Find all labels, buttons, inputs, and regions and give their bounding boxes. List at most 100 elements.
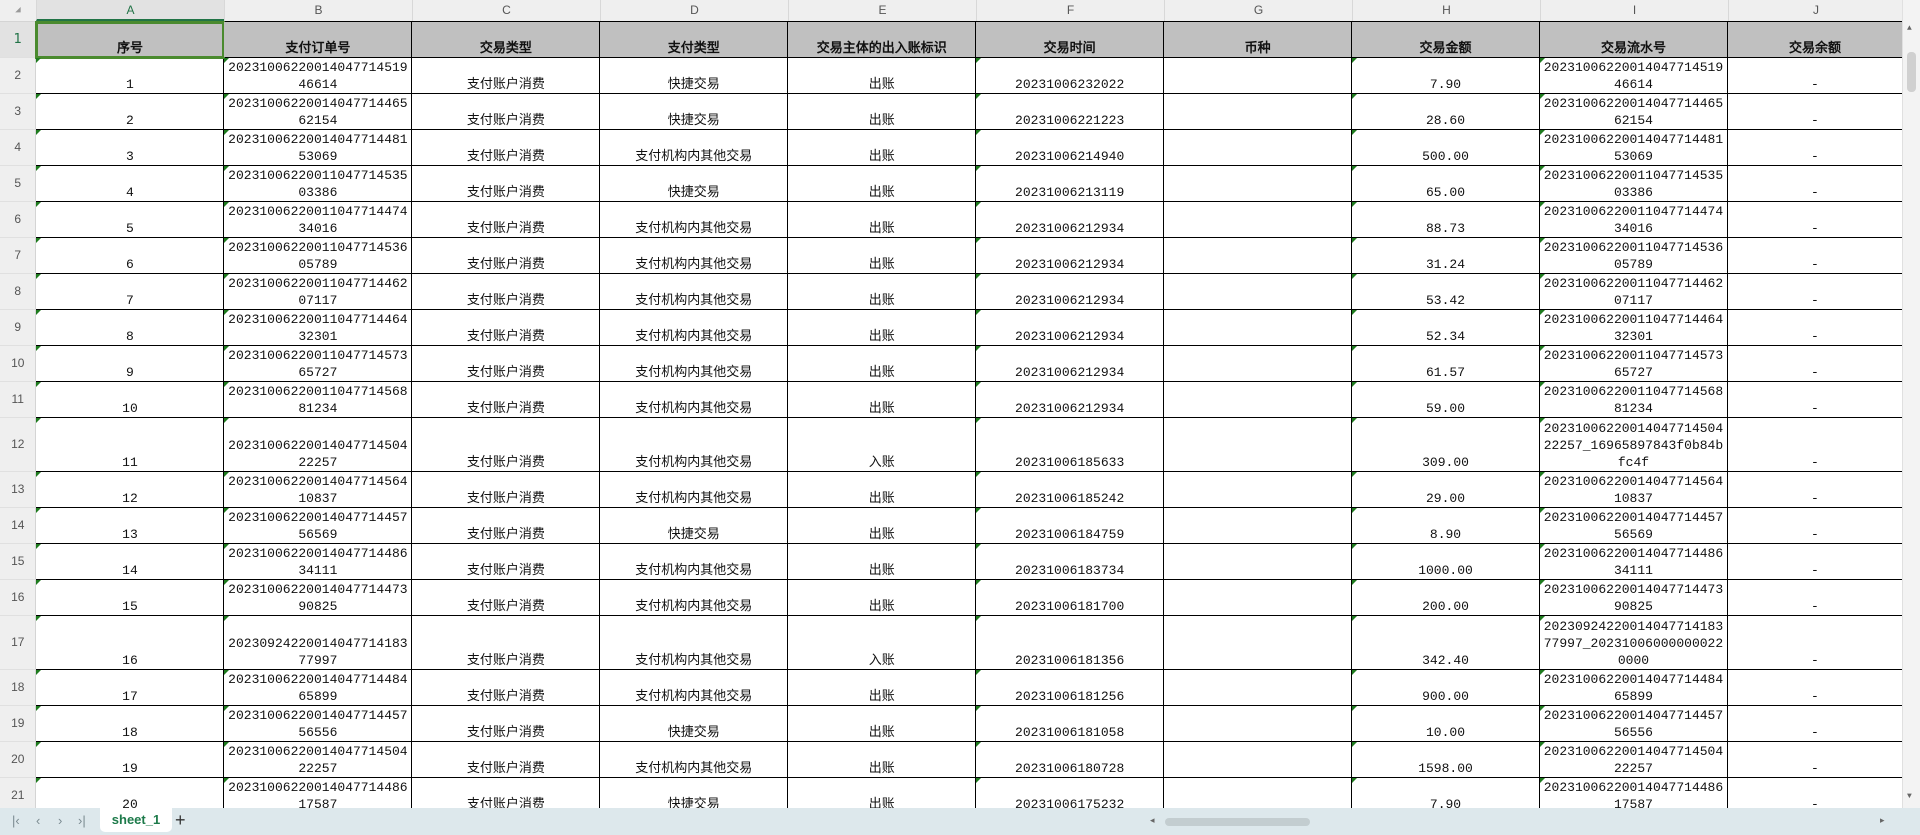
header-cell-e[interactable]: 交易主体的出入账标识 (787, 21, 977, 58)
cell-e[interactable]: 出账 (787, 507, 977, 544)
cell-b[interactable]: 2023100622001104771456881234 (223, 381, 413, 418)
cell-e[interactable]: 出账 (787, 669, 977, 706)
cell-b[interactable]: 2023100622001104771446207117 (223, 273, 413, 310)
first-sheet-icon[interactable]: |‹ (12, 813, 20, 828)
cell-b[interactable]: 2023100622001104771447434016 (223, 201, 413, 238)
cell-c[interactable]: 支付账户消费 (411, 741, 601, 778)
prev-sheet-icon[interactable]: ‹ (36, 813, 41, 828)
cell-i[interactable]: 2023100622001404771445756556 (1538, 705, 1728, 742)
cell-h[interactable]: 309.00 (1351, 417, 1540, 472)
cell-h[interactable]: 59.00 (1351, 381, 1540, 418)
row-number[interactable]: 20 (0, 741, 37, 778)
cell-j[interactable]: - (1726, 417, 1903, 472)
cell-c[interactable]: 支付账户消费 (411, 471, 601, 508)
cell-a[interactable]: 18 (35, 705, 225, 742)
cell-j[interactable]: - (1726, 579, 1903, 616)
column-header-a[interactable]: A (36, 0, 224, 21)
cell-d[interactable]: 快捷交易 (599, 705, 789, 742)
cell-j[interactable]: - (1726, 543, 1903, 580)
cell-a[interactable]: 12 (35, 471, 225, 508)
row-number[interactable]: 6 (0, 201, 37, 238)
cell-d[interactable]: 支付机构内其他交易 (599, 345, 789, 382)
row-number[interactable]: 7 (0, 237, 37, 274)
cell-e[interactable]: 出账 (787, 237, 977, 274)
cell-d[interactable]: 支付机构内其他交易 (599, 201, 789, 238)
cell-g[interactable] (1163, 615, 1353, 670)
cell-h[interactable]: 7.90 (1351, 777, 1540, 808)
cell-a[interactable]: 10 (35, 381, 225, 418)
cell-c[interactable]: 支付账户消费 (411, 309, 601, 346)
cell-h[interactable]: 342.40 (1351, 615, 1540, 670)
cell-f[interactable]: 20231006181700 (975, 579, 1165, 616)
cell-h[interactable]: 53.42 (1351, 273, 1540, 310)
column-header-e[interactable]: E (788, 0, 976, 21)
next-sheet-icon[interactable]: › (58, 813, 63, 828)
cell-c[interactable]: 支付账户消费 (411, 543, 601, 580)
cell-e[interactable]: 出账 (787, 273, 977, 310)
cell-j[interactable]: - (1726, 507, 1903, 544)
cell-e[interactable]: 出账 (787, 705, 977, 742)
cell-f[interactable]: 20231006180728 (975, 741, 1165, 778)
cell-d[interactable]: 快捷交易 (599, 93, 789, 130)
cell-f[interactable]: 20231006221223 (975, 93, 1165, 130)
cell-j[interactable]: - (1726, 615, 1903, 670)
cell-h[interactable]: 500.00 (1351, 129, 1540, 166)
cell-g[interactable] (1163, 201, 1353, 238)
cell-i[interactable]: 2023092422001404771418377997_20231006000… (1538, 615, 1728, 670)
cell-j[interactable]: - (1726, 777, 1903, 808)
cell-g[interactable] (1163, 507, 1353, 544)
cell-e[interactable]: 出账 (787, 777, 977, 808)
row-number[interactable]: 13 (0, 471, 37, 508)
column-header-h[interactable]: H (1352, 0, 1540, 21)
cell-a[interactable]: 11 (35, 417, 225, 472)
cell-h[interactable]: 200.00 (1351, 579, 1540, 616)
cell-b[interactable]: 2023100622001104771453605789 (223, 237, 413, 274)
cell-c[interactable]: 支付账户消费 (411, 777, 601, 808)
cell-a[interactable]: 20 (35, 777, 225, 808)
cell-d[interactable]: 支付机构内其他交易 (599, 309, 789, 346)
cell-h[interactable]: 7.90 (1351, 57, 1540, 94)
cell-c[interactable]: 支付账户消费 (411, 381, 601, 418)
cell-b[interactable]: 2023100622001404771448465899 (223, 669, 413, 706)
cell-f[interactable]: 20231006213119 (975, 165, 1165, 202)
row-number[interactable]: 5 (0, 165, 37, 202)
cell-d[interactable]: 支付机构内其他交易 (599, 615, 789, 670)
column-header-i[interactable]: I (1540, 0, 1728, 21)
cell-d[interactable]: 支付机构内其他交易 (599, 129, 789, 166)
cell-e[interactable]: 出账 (787, 345, 977, 382)
cell-d[interactable]: 支付机构内其他交易 (599, 669, 789, 706)
cell-f[interactable]: 20231006184759 (975, 507, 1165, 544)
add-sheet-button[interactable]: + (175, 810, 186, 830)
cell-d[interactable]: 支付机构内其他交易 (599, 543, 789, 580)
cell-c[interactable]: 支付账户消费 (411, 273, 601, 310)
cell-b[interactable]: 2023100622001404771445756569 (223, 507, 413, 544)
row-number[interactable]: 2 (0, 57, 37, 94)
cell-a[interactable]: 3 (35, 129, 225, 166)
cell-a[interactable]: 13 (35, 507, 225, 544)
sheet-tab-sheet-1[interactable]: sheet_1 (100, 808, 172, 832)
cell-h[interactable]: 8.90 (1351, 507, 1540, 544)
cell-f[interactable]: 20231006212934 (975, 309, 1165, 346)
header-cell-i[interactable]: 交易流水号 (1538, 21, 1728, 58)
cell-i[interactable]: 2023100622001104771446432301 (1538, 309, 1728, 346)
cell-c[interactable]: 支付账户消费 (411, 165, 601, 202)
cell-f[interactable]: 20231006175232 (975, 777, 1165, 808)
row-number[interactable]: 19 (0, 705, 37, 742)
cell-j[interactable]: - (1726, 129, 1903, 166)
cell-c[interactable]: 支付账户消费 (411, 615, 601, 670)
cell-f[interactable]: 20231006181256 (975, 669, 1165, 706)
row-number[interactable]: 14 (0, 507, 37, 544)
cell-j[interactable]: - (1726, 201, 1903, 238)
cell-e[interactable]: 出账 (787, 741, 977, 778)
cell-b[interactable]: 2023100622001104771453503386 (223, 165, 413, 202)
row-number[interactable]: 18 (0, 669, 37, 706)
cell-i[interactable]: 2023100622001104771447434016 (1538, 201, 1728, 238)
cell-e[interactable]: 出账 (787, 93, 977, 130)
cell-e[interactable]: 入账 (787, 615, 977, 670)
cell-h[interactable]: 65.00 (1351, 165, 1540, 202)
cell-f[interactable]: 20231006185242 (975, 471, 1165, 508)
cell-e[interactable]: 出账 (787, 579, 977, 616)
row-number[interactable]: 1 (0, 21, 37, 58)
cell-i[interactable]: 2023100622001404771450422257_16965897843… (1538, 417, 1728, 472)
cell-c[interactable]: 支付账户消费 (411, 507, 601, 544)
